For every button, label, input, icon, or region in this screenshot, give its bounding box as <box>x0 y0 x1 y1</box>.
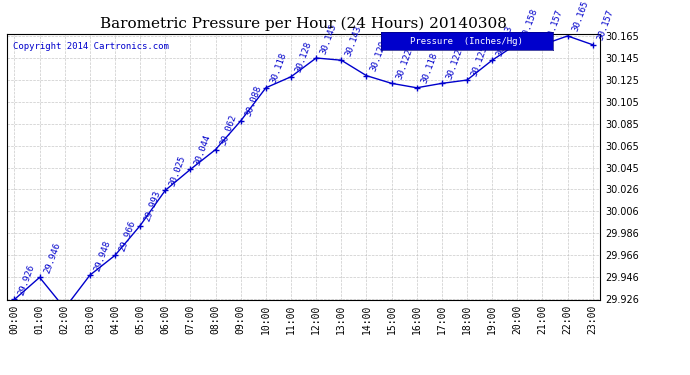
Text: 29.926: 29.926 <box>17 263 37 297</box>
Text: 30.118: 30.118 <box>268 52 288 85</box>
Text: 29.946: 29.946 <box>42 241 62 274</box>
Text: 30.143: 30.143 <box>344 24 364 57</box>
Text: Copyright 2014 Cartronics.com: Copyright 2014 Cartronics.com <box>13 42 169 51</box>
Text: 29.993: 29.993 <box>143 189 162 223</box>
Text: 30.157: 30.157 <box>545 9 564 42</box>
Text: 30.118: 30.118 <box>420 52 439 85</box>
Text: 30.128: 30.128 <box>294 40 313 74</box>
Text: 30.062: 30.062 <box>218 113 238 147</box>
Text: 30.044: 30.044 <box>193 133 213 166</box>
Text: 29.966: 29.966 <box>118 219 137 253</box>
Text: 30.158: 30.158 <box>520 8 540 41</box>
Text: 30.088: 30.088 <box>244 85 263 118</box>
Text: 30.122: 30.122 <box>395 47 414 81</box>
Title: Barometric Pressure per Hour (24 Hours) 20140308: Barometric Pressure per Hour (24 Hours) … <box>100 17 507 31</box>
Text: 30.165: 30.165 <box>571 0 590 33</box>
Text: 29.948: 29.948 <box>92 239 112 272</box>
Text: 30.025: 30.025 <box>168 154 188 188</box>
Text: 30.125: 30.125 <box>470 44 489 77</box>
Text: 30.143: 30.143 <box>495 24 515 57</box>
Text: 30.129: 30.129 <box>369 39 388 73</box>
Text: 29.918: 29.918 <box>0 374 1 375</box>
Text: 30.122: 30.122 <box>444 47 464 81</box>
Text: 30.157: 30.157 <box>595 9 615 42</box>
Text: 30.145: 30.145 <box>319 22 338 55</box>
